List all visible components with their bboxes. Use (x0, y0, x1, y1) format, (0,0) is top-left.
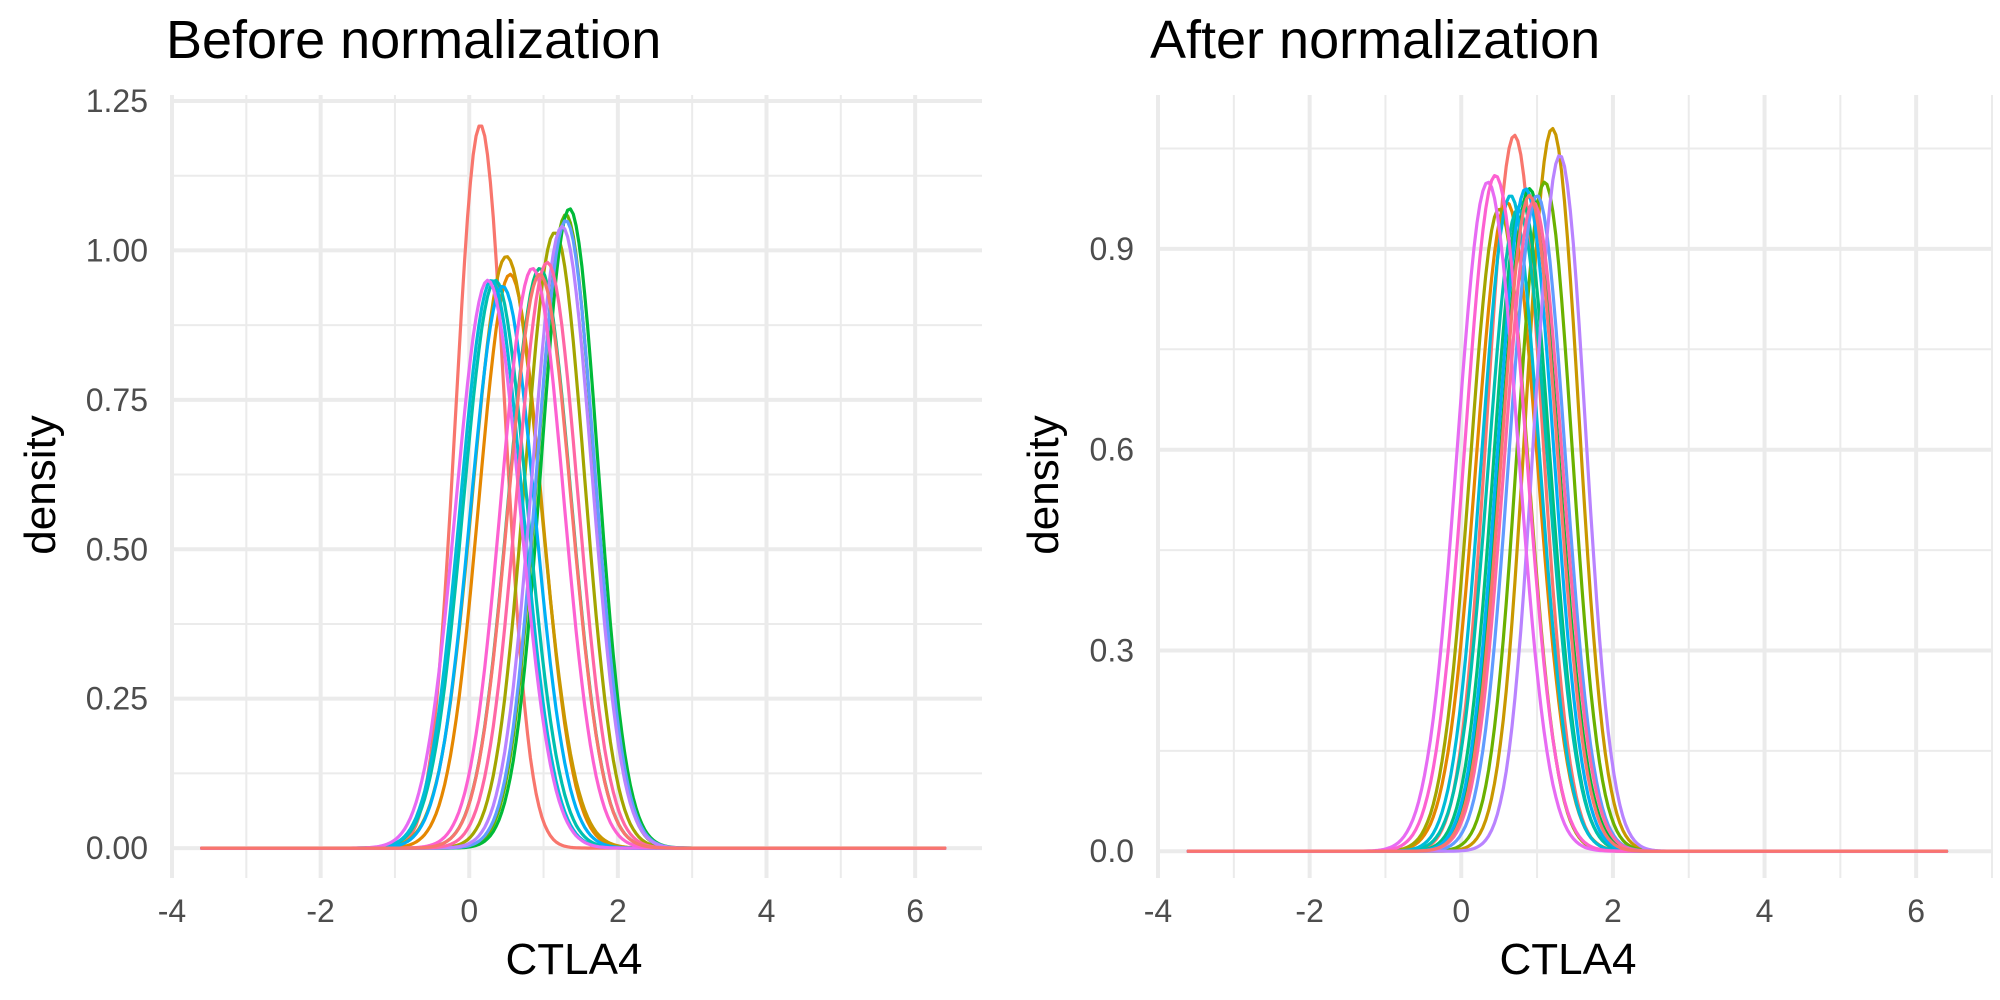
tick-labels: -4 -2 0 2 4 6 0.0 0.3 0.6 0.9 (1090, 231, 1926, 929)
y-tick-label: 0.25 (86, 681, 148, 717)
x-tick-label: 2 (1604, 893, 1622, 929)
tick-labels: -4 -2 0 2 4 6 0.00 0.25 0.50 0.75 1.00 1.25 (86, 83, 924, 929)
x-tick-label: 2 (609, 893, 627, 929)
y-tick-label: 1.00 (86, 232, 148, 268)
panel-after-normalization: After normalization -4 -2 0 2 4 6 0.0 0.3 0.6 0.9… (1019, 10, 1993, 984)
y-axis-label: density (1019, 415, 1068, 554)
x-tick-label: 6 (906, 893, 924, 929)
x-tick-label: -4 (1144, 893, 1172, 929)
x-tick-label: 4 (1756, 893, 1774, 929)
y-axis-label: density (16, 415, 65, 554)
density-curve (200, 272, 947, 850)
y-tick-label: 1.25 (86, 83, 148, 119)
y-tick-label: 0.00 (86, 830, 148, 866)
panel-title: After normalization (1150, 10, 1600, 70)
x-axis-label: CTLA4 (506, 935, 643, 984)
panel-title: Before normalization (166, 10, 661, 70)
y-tick-label: 0.3 (1090, 632, 1134, 668)
y-tick-label: 0.50 (86, 531, 148, 567)
x-axis-label: CTLA4 (1500, 935, 1637, 984)
density-lines (200, 124, 947, 850)
x-tick-label: 0 (1452, 893, 1470, 929)
x-tick-label: -4 (158, 893, 186, 929)
y-tick-label: 0.9 (1090, 231, 1134, 267)
x-tick-label: -2 (306, 893, 334, 929)
density-lines (1186, 127, 1949, 853)
x-tick-label: 6 (1907, 893, 1925, 929)
x-tick-label: 4 (758, 893, 776, 929)
panel-before-normalization: Before normalization -4 -2 0 2 4 6 0.00 0.25 0.5… (16, 10, 982, 984)
y-tick-label: 0.75 (86, 382, 148, 418)
y-tick-label: 0.0 (1090, 833, 1134, 869)
x-tick-label: 0 (460, 893, 478, 929)
y-tick-label: 0.6 (1090, 432, 1134, 468)
x-tick-label: -2 (1295, 893, 1323, 929)
density-curve (1186, 193, 1949, 853)
